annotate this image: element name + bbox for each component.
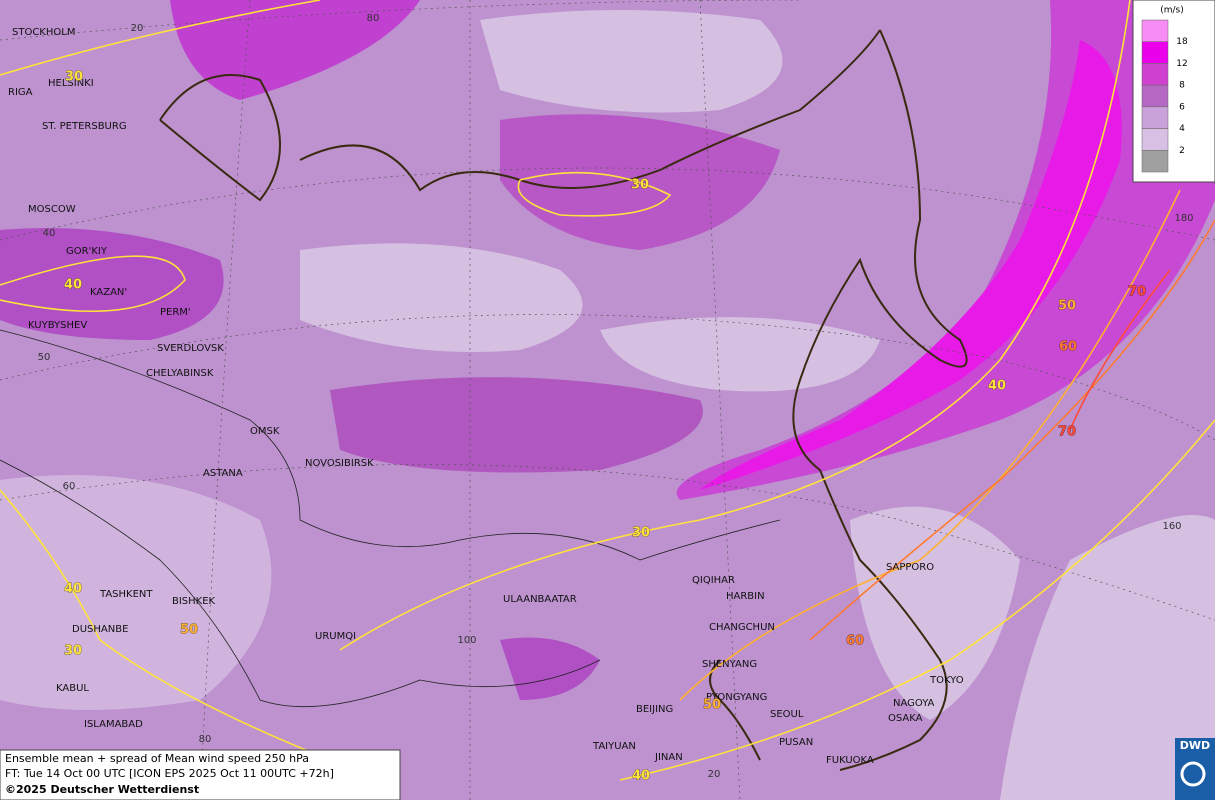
graticule-label: 100 (457, 635, 476, 646)
legend-level: 12 (1176, 59, 1187, 69)
city-label: QIQIHAR (692, 575, 735, 586)
city-label: CHANGCHUN (709, 622, 775, 633)
city-label: ST. PETERSBURG (42, 121, 127, 132)
caption: Ensemble mean + spread of Mean wind spee… (0, 749, 401, 800)
city-label: CHELYABINSK (146, 368, 214, 379)
legend-unit: (m/s) (1160, 6, 1184, 16)
city-label: KABUL (56, 683, 89, 694)
city-label: PYONGYANG (706, 692, 767, 703)
city-label: NOVOSIBIRSK (305, 458, 374, 469)
city-label: SHENYANG (702, 659, 757, 670)
city-label: NAGOYA (893, 698, 935, 709)
isotachs (0, 0, 1215, 781)
city-label: OMSK (250, 426, 280, 437)
isotach-label: 30 (632, 526, 650, 541)
city-label: STOCKHOLM (12, 27, 75, 38)
city-label: TAIYUAN (592, 741, 636, 752)
isotach-label: 40 (64, 278, 82, 293)
legend-swatch (1141, 150, 1169, 173)
city-label: DUSHANBE (72, 624, 128, 635)
graticule-label: 20 (708, 769, 721, 780)
logo-text: DWD (1180, 739, 1210, 752)
city-label: OSAKA (888, 713, 923, 724)
legend-swatch (1141, 84, 1169, 108)
caption-line: Ensemble mean + spread of Mean wind spee… (5, 752, 309, 765)
city-label: KUYBYSHEV (28, 320, 87, 331)
graticule-label: 160 (1162, 521, 1181, 532)
graticule-label: 80 (367, 13, 380, 24)
graticule-label: 180 (1174, 213, 1193, 224)
city-label: FUKUOKA (826, 755, 874, 766)
isotach-label: 60 (846, 634, 864, 649)
isotach-label: 50 (703, 698, 721, 713)
city-label: SEOUL (770, 709, 804, 720)
caption-line: FT: Tue 14 Oct 00 UTC [ICON EPS 2025 Oct… (5, 767, 334, 780)
city-label: SVERDLOVSK (157, 343, 224, 354)
isotach-label: 60 (1059, 340, 1077, 355)
isotach-label: 30 (631, 178, 649, 193)
city-label: HARBIN (726, 591, 765, 602)
city-label: PERM' (160, 307, 191, 318)
city-label: URUMQI (315, 631, 356, 642)
graticule-label: 40 (43, 228, 56, 239)
city-label: RIGA (8, 87, 33, 98)
graticule-label: 50 (38, 352, 51, 363)
dwd-logo: DWD (1175, 738, 1215, 800)
isotach-label: 50 (1058, 299, 1076, 314)
isotach-label: 70 (1128, 285, 1146, 300)
legend-level: 18 (1176, 37, 1188, 47)
graticule-label: 60 (63, 481, 76, 492)
isotach-label: 30 (64, 644, 82, 659)
graticule-label: 20 (131, 23, 144, 34)
city-label: ISLAMABAD (84, 719, 143, 730)
copyright: ©2025 Deutscher Wetterdienst (5, 783, 199, 796)
logo-swirl (1180, 761, 1206, 787)
isotach-label: 40 (632, 769, 650, 784)
caption-box (0, 749, 401, 800)
legend-swatch (1141, 106, 1169, 129)
legend-swatch (1141, 41, 1169, 64)
legend: (m/s) 18 12 8 6 4 2 (1132, 0, 1215, 183)
legend-swatch (1141, 19, 1169, 42)
isotach-label: 70 (1058, 425, 1076, 440)
city-label: HELSINKI (48, 78, 94, 89)
city-label: ASTANA (203, 468, 243, 479)
isotach-label: 40 (988, 379, 1006, 394)
city-label: TOKYO (929, 675, 964, 686)
labels: STOCKHOLM HELSINKI RIGA ST. PETERSBURG MOSCO… (8, 13, 1194, 784)
city-label: SAPPORO (886, 562, 934, 573)
borders (0, 329, 781, 708)
city-label: JINAN (654, 752, 683, 763)
legend-swatch (1141, 128, 1169, 151)
city-label: MOSCOW (28, 204, 76, 215)
city-label: ULAANBAATAR (503, 594, 577, 605)
city-label: GOR'KIY (66, 246, 108, 257)
legend-level: 6 (1179, 102, 1185, 112)
isotach-label: 50 (180, 623, 198, 638)
graticule-label: 80 (199, 734, 212, 745)
legend-swatch (1141, 63, 1169, 86)
legend-level: 4 (1179, 124, 1185, 134)
legend-level: 2 (1179, 146, 1185, 156)
city-label: KAZAN' (90, 287, 127, 298)
city-label: BEIJING (636, 704, 673, 715)
city-label: TASHKENT (99, 589, 153, 600)
city-label: BISHKEK (172, 596, 216, 607)
legend-level: 8 (1179, 81, 1185, 91)
city-label: PUSAN (779, 737, 813, 748)
isotach-label: 30 (65, 70, 83, 85)
isotach-label: 40 (64, 582, 82, 597)
